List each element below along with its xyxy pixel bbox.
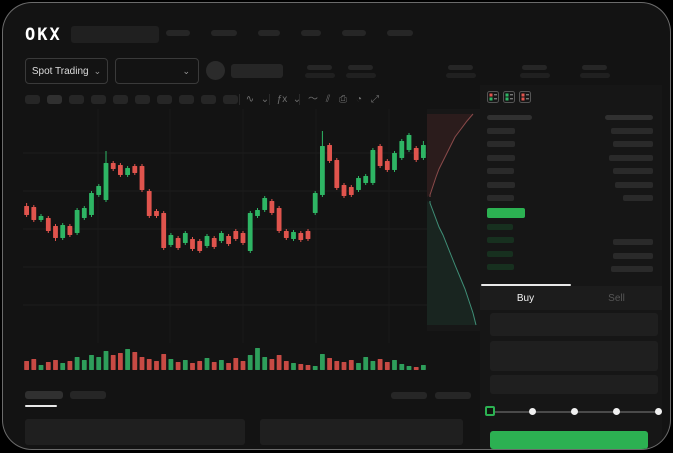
bottom-panel-right[interactable] (260, 419, 463, 445)
chevron-down-icon: ⌄ (93, 65, 102, 76)
volume-chart[interactable] (23, 343, 427, 371)
bottom-panel-left[interactable] (25, 419, 245, 445)
stat-value-placeholder (448, 65, 473, 70)
slider-handle[interactable] (485, 406, 495, 416)
timeframe-button[interactable] (179, 95, 194, 104)
nav-item[interactable] (301, 30, 321, 36)
stat-label-placeholder (346, 73, 376, 78)
book-bids-icon[interactable] (503, 91, 515, 103)
ask-price-placeholder[interactable] (487, 128, 515, 134)
tab-buy[interactable]: Buy (516, 292, 535, 304)
candle-style-icon[interactable]: ∿ (245, 94, 255, 105)
bottom-link-1[interactable] (391, 392, 427, 399)
ob-header-price (487, 115, 532, 120)
stat-label-placeholder (520, 73, 550, 78)
ask-size-placeholder[interactable] (611, 128, 653, 134)
divider (269, 94, 270, 105)
order-type-field[interactable] (490, 313, 658, 336)
ask-size-placeholder[interactable] (615, 181, 653, 188)
active-tab-indicator (481, 284, 571, 286)
trade-tabbar: Buy Sell (480, 284, 662, 310)
ask-price-placeholder[interactable] (487, 168, 514, 175)
bid-size-placeholder[interactable] (611, 266, 653, 273)
ask-size-placeholder[interactable] (623, 195, 653, 201)
nav-item[interactable] (166, 30, 190, 36)
timeframe-button[interactable] (223, 95, 238, 104)
stat-value-placeholder (348, 65, 373, 70)
tab-sell[interactable]: Sell (608, 292, 625, 304)
timeframe-button[interactable] (135, 95, 150, 104)
price-field[interactable] (490, 341, 658, 371)
bid-size-placeholder[interactable] (613, 239, 653, 246)
pair-dropdown[interactable]: ⌄ (115, 58, 199, 84)
divider (239, 94, 240, 105)
last-price-badge[interactable] (487, 208, 525, 218)
indicator-fx-icon[interactable]: ƒx (276, 94, 288, 105)
market-type-label: Spot Trading (31, 65, 89, 77)
ask-size-placeholder[interactable] (613, 141, 653, 148)
timeframe-button[interactable] (113, 95, 128, 104)
timeframe-button[interactable] (91, 95, 106, 104)
candlestick-chart[interactable] (23, 109, 427, 343)
pair-name-placeholder (231, 64, 283, 78)
slider-stop[interactable] (612, 408, 620, 415)
bottom-active-tab-indicator (25, 405, 57, 407)
ask-price-placeholder[interactable] (487, 154, 515, 161)
depth-chart[interactable] (427, 109, 480, 331)
line-tool-icon[interactable]: 〜 (308, 94, 318, 105)
bid-price-placeholder[interactable] (487, 264, 514, 271)
book-asks-icon[interactable] (519, 91, 531, 103)
ask-size-placeholder[interactable] (609, 154, 653, 161)
amount-slider[interactable] (485, 406, 662, 416)
search-bar[interactable] (71, 26, 159, 43)
history-clock-icon[interactable]: ◔ (355, 94, 363, 105)
stat-value-placeholder (522, 65, 547, 70)
ask-price-placeholder[interactable] (487, 181, 515, 188)
timeframe-button[interactable] (157, 95, 172, 104)
chevron-down-icon[interactable]: ⌄ (260, 94, 270, 105)
slider-stop[interactable] (570, 408, 578, 415)
ask-price-placeholder[interactable] (487, 141, 515, 148)
compare-icon[interactable]: ⫽ (325, 94, 331, 105)
bottom-link-2[interactable] (435, 392, 471, 399)
slider-stop[interactable] (528, 408, 536, 415)
nav-item[interactable] (211, 30, 237, 36)
chevron-down-icon[interactable]: ⌄ (292, 94, 302, 105)
amount-field[interactable] (490, 375, 658, 394)
ask-size-placeholder[interactable] (613, 168, 653, 175)
stat-label-placeholder (580, 73, 610, 78)
buy-submit-button[interactable] (490, 431, 648, 449)
timeframe-button[interactable] (47, 95, 62, 104)
bid-price-placeholder[interactable] (487, 224, 513, 230)
ob-header-amount (605, 115, 653, 120)
bid-size-placeholder[interactable] (613, 252, 653, 259)
coin-avatar (206, 61, 225, 80)
stat-label-placeholder (446, 73, 476, 78)
bottom-tab-1[interactable] (25, 391, 63, 399)
bid-price-placeholder[interactable] (487, 250, 513, 257)
nav-item[interactable] (258, 30, 280, 36)
fullscreen-icon[interactable]: ⤢ (371, 94, 379, 105)
timeframe-button[interactable] (201, 95, 216, 104)
divider (299, 94, 300, 105)
okx-logo: OKX (25, 25, 62, 45)
book-combined-icon[interactable] (487, 91, 499, 103)
stat-label-placeholder (305, 73, 335, 78)
nav-item[interactable] (342, 30, 366, 36)
nav-item[interactable] (387, 30, 413, 36)
bid-price-placeholder[interactable] (487, 237, 514, 244)
chevron-down-icon: ⌄ (182, 65, 190, 76)
market-type-selector[interactable]: Spot Trading ⌄ (25, 58, 108, 84)
ask-price-placeholder[interactable] (487, 195, 514, 201)
slider-stop[interactable] (654, 408, 662, 415)
timeframe-button[interactable] (69, 95, 84, 104)
timeframe-button[interactable] (25, 95, 40, 104)
camera-icon[interactable]: ⎙ (339, 94, 347, 105)
stat-value-placeholder (307, 65, 332, 70)
bottom-tab-2[interactable] (70, 391, 106, 399)
stat-value-placeholder (582, 65, 607, 70)
